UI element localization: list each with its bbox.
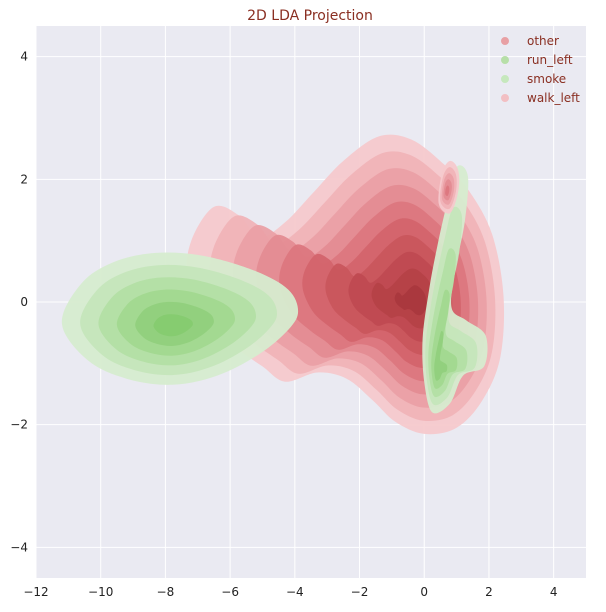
density-run_left	[61, 252, 299, 385]
y-tick-label: −2	[10, 418, 28, 432]
density-other	[438, 160, 460, 214]
legend-label-walk_left: walk_left	[527, 91, 580, 105]
legend-marker-run_left	[501, 56, 509, 64]
legend-marker-other	[501, 37, 509, 45]
x-tick-label: −4	[286, 585, 304, 599]
x-tick-label: −8	[157, 585, 175, 599]
legend-label-smoke: smoke	[527, 72, 566, 86]
y-tick-label: 2	[20, 172, 28, 186]
chart-title: 2D LDA Projection	[247, 8, 373, 24]
contour-level-walk_left	[394, 285, 427, 316]
x-tick-label: −10	[88, 585, 113, 599]
x-tick-label: −12	[23, 585, 48, 599]
y-tick-label: 4	[20, 50, 28, 64]
legend-label-other: other	[527, 34, 559, 48]
tick-labels: −12 −10 −8 −6 −4 −2 0 2 4 −4 −2 0 2 4	[10, 50, 557, 599]
legend-marker-walk_left	[501, 94, 509, 102]
legend-label-run_left: run_left	[527, 53, 573, 67]
contour-level-run_left	[153, 314, 193, 337]
x-tick-label: 2	[485, 585, 493, 599]
density-contours	[61, 134, 505, 435]
density-smoke	[422, 165, 488, 414]
y-tick-label: −4	[10, 540, 28, 554]
x-tick-label: −2	[351, 585, 369, 599]
x-tick-label: 4	[550, 585, 558, 599]
x-tick-label: 0	[420, 585, 428, 599]
legend-marker-smoke	[501, 75, 509, 83]
contour-level-other	[445, 185, 450, 196]
x-tick-label: −6	[221, 585, 239, 599]
contour-level-smoke	[434, 331, 448, 381]
y-tick-label: 0	[20, 295, 28, 309]
